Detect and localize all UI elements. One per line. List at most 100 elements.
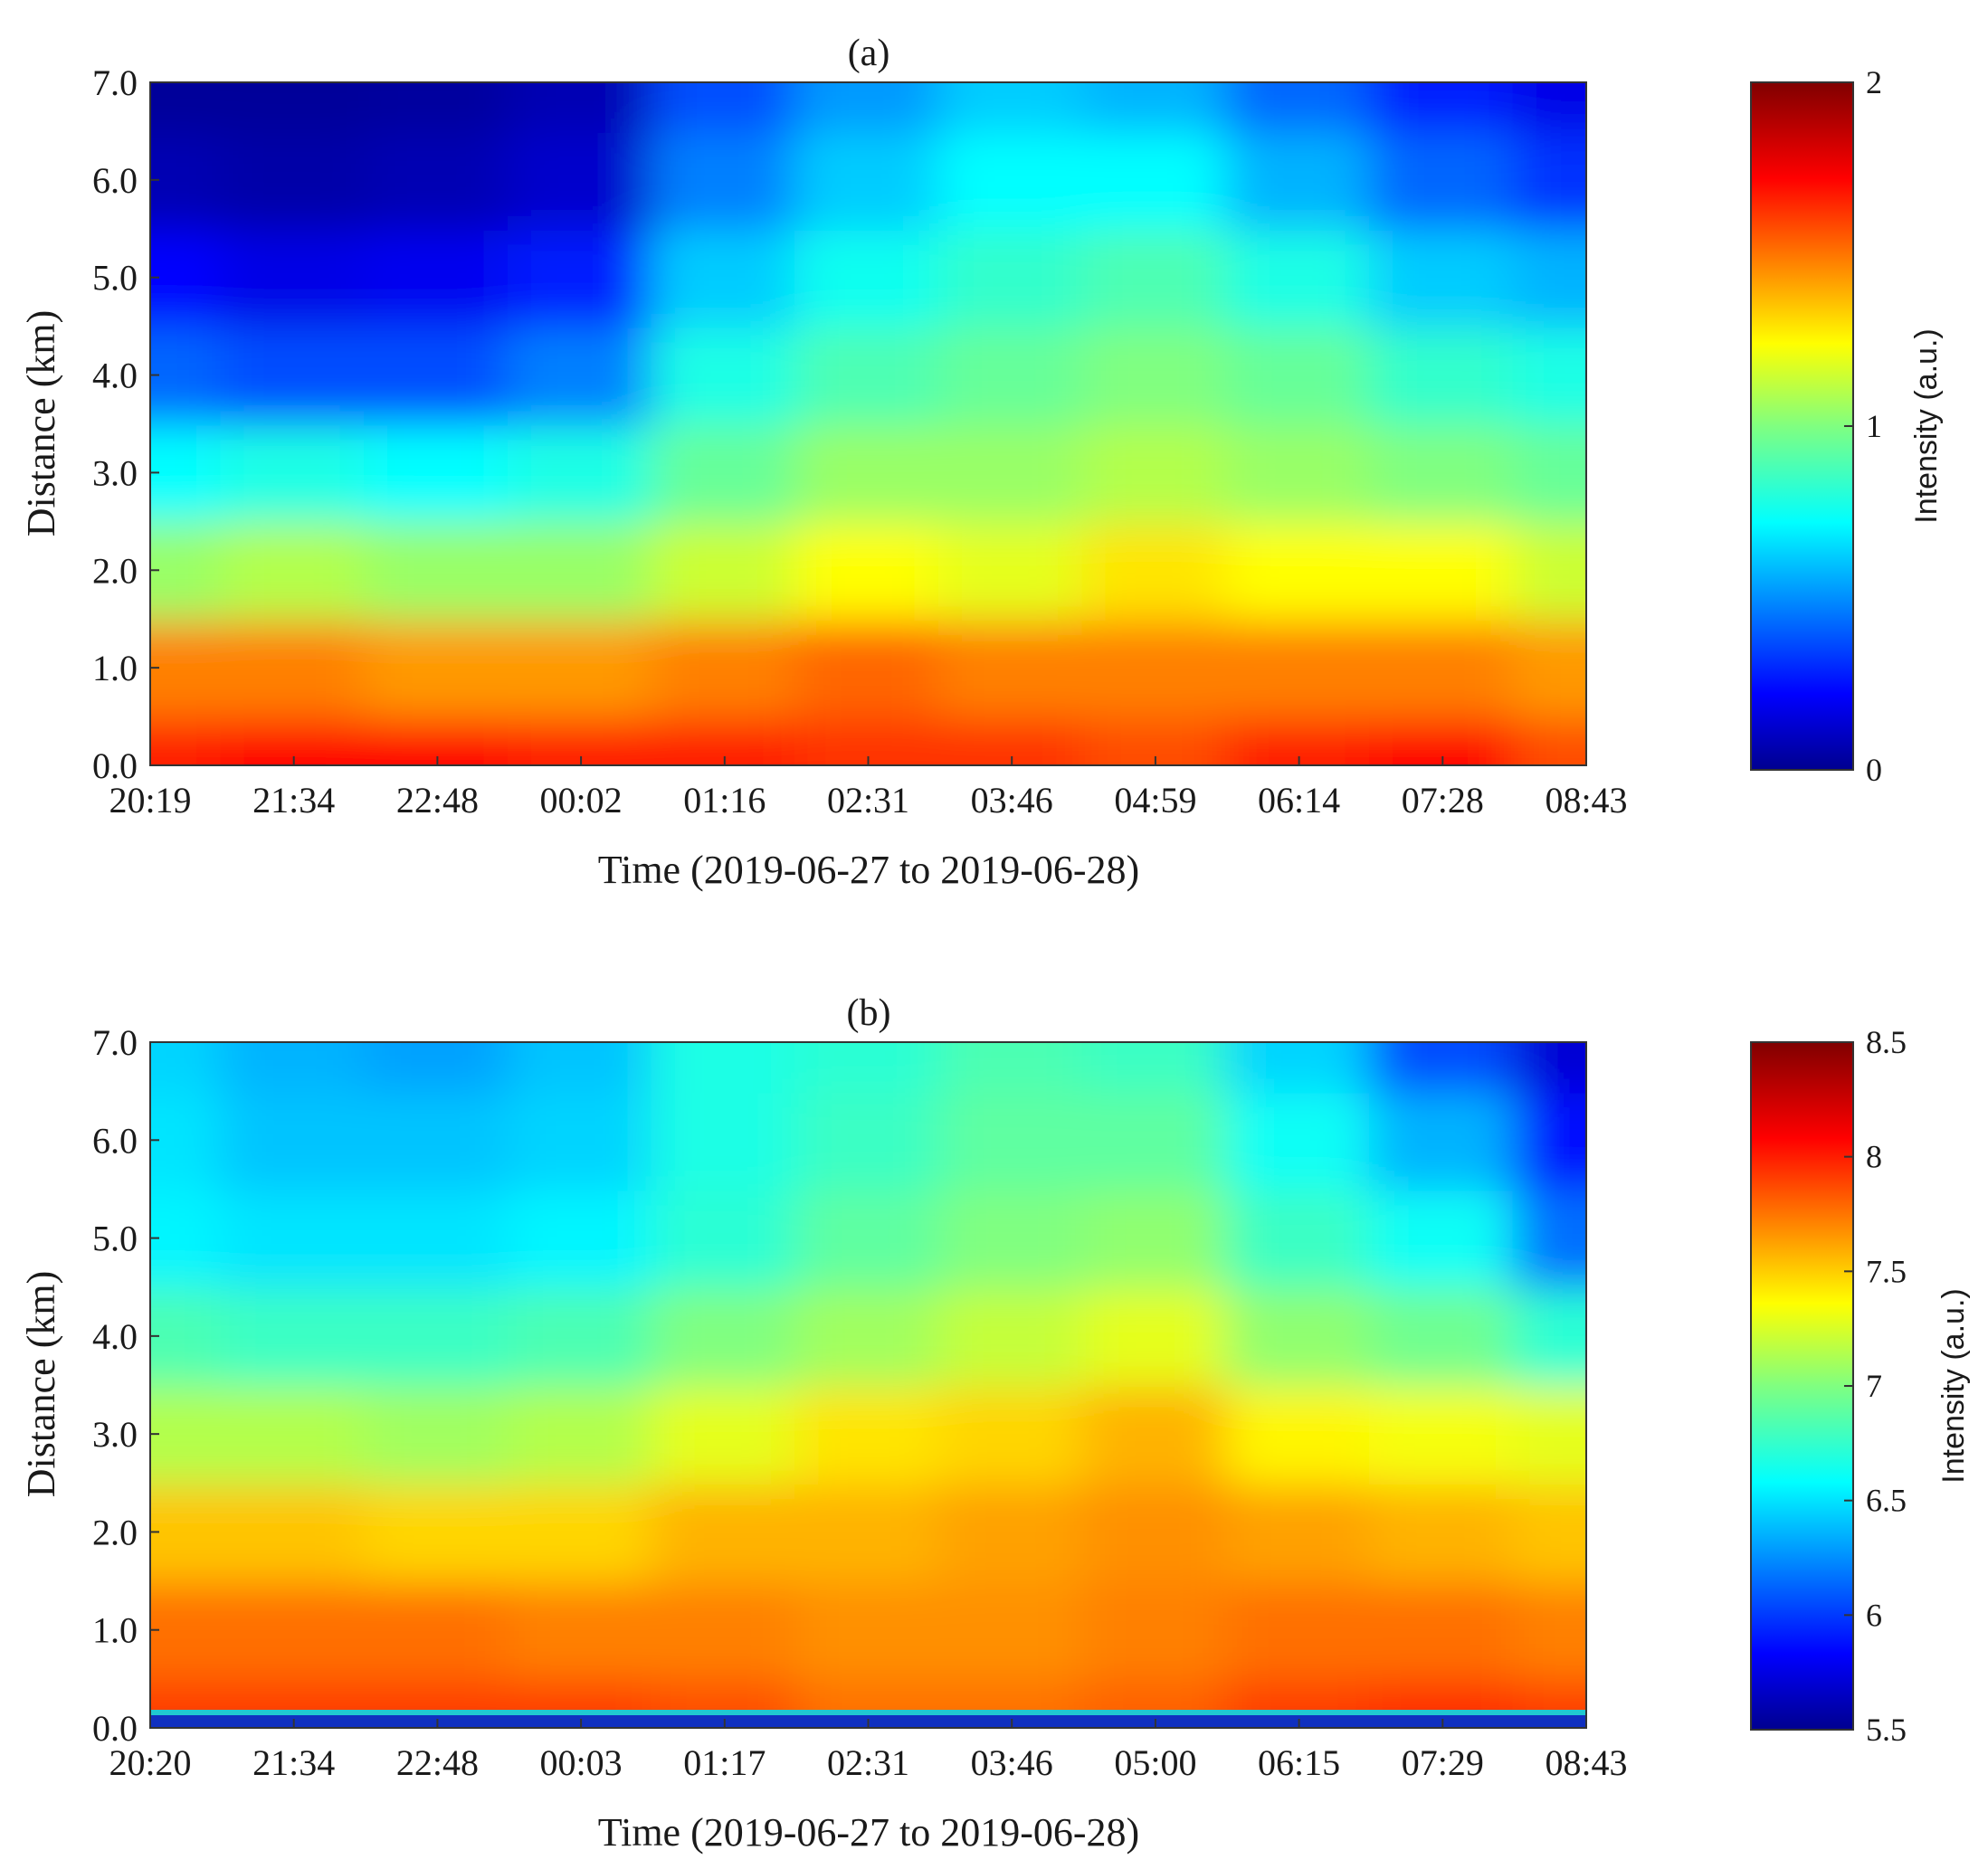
- heatmap-cell: [1081, 128, 1230, 231]
- heatmap-cell: [1225, 82, 1373, 133]
- x-tick-label: 07:28: [1402, 780, 1484, 821]
- heatmap-cell: [651, 1383, 799, 1485]
- x-tick-label: 22:48: [396, 1742, 479, 1783]
- heatmap-cell: [1512, 617, 1586, 719]
- x-tick-label: 02:31: [827, 1742, 909, 1783]
- x-tick-label: 22:48: [396, 780, 479, 821]
- heatmap-cell: [1512, 1383, 1586, 1485]
- panel-b-ylabel: Distance (km): [19, 1271, 63, 1497]
- heatmap-cell: [364, 1089, 511, 1191]
- heatmap-cell: [364, 617, 511, 719]
- heatmap-cell: [1081, 1187, 1230, 1289]
- heatmap-cell: [1368, 1042, 1517, 1094]
- heatmap-cell: [220, 617, 368, 719]
- heatmap-cell: [150, 324, 224, 426]
- heatmap-cell: [1512, 324, 1586, 426]
- y-tick-label: 7.0: [92, 1022, 138, 1063]
- x-tick-label: 00:02: [540, 780, 623, 821]
- heatmap-cell: [1081, 324, 1230, 426]
- heatmap-cell: [937, 1481, 1086, 1583]
- heatmap-cell: [1225, 519, 1373, 621]
- heatmap-cell: [150, 128, 224, 231]
- colorbar-tick-label: 7: [1866, 1368, 1882, 1404]
- heatmap-cell: [794, 1383, 942, 1485]
- heatmap-cell: [150, 422, 224, 524]
- heatmap-cell: [150, 1285, 224, 1387]
- heatmap-cell: [651, 1285, 799, 1387]
- heatmap-cell: [937, 1089, 1086, 1191]
- heatmap-cell: [150, 226, 224, 328]
- heatmap-cell: [1081, 1089, 1230, 1191]
- heatmap-cell: [1225, 422, 1373, 524]
- heatmap-cell: [937, 422, 1086, 524]
- heatmap-cell: [1225, 1481, 1373, 1583]
- x-tick-label: 02:31: [827, 780, 909, 821]
- heatmap-cell: [937, 324, 1086, 426]
- heatmap-cell: [1368, 128, 1517, 231]
- heatmap-cell: [507, 1089, 655, 1191]
- heatmap-cell: [507, 422, 655, 524]
- heatmap-cell: [1368, 1187, 1517, 1289]
- heatmap-cell: [220, 1579, 368, 1681]
- heatmap-cell: [1225, 226, 1373, 328]
- heatmap-cell: [1368, 1383, 1517, 1485]
- heatmap-cell: [1081, 1579, 1230, 1681]
- heatmap-cell: [794, 617, 942, 719]
- heatmap-cell: [651, 128, 799, 231]
- heatmap-cell: [651, 82, 799, 133]
- heatmap-cell: [150, 82, 224, 133]
- heatmap-cell: [364, 324, 511, 426]
- y-tick-label: 0.0: [92, 1708, 138, 1749]
- heatmap-cell: [150, 1042, 224, 1094]
- heatmap-cell: [1368, 617, 1517, 719]
- y-tick-label: 2.0: [92, 1512, 138, 1552]
- panel-b-y-axis: 0.0 1.0 2.0 3.0 4.0 5.0 6.0 7.0: [92, 1022, 159, 1749]
- heatmap-cell: [220, 1285, 368, 1387]
- colorbar-tick-label: 6.5: [1866, 1483, 1907, 1519]
- x-tick-label: 06:14: [1258, 780, 1340, 821]
- y-tick-label: 2.0: [92, 550, 138, 591]
- heatmap-cell: [220, 1089, 368, 1191]
- colorbar-tick-label: 8: [1866, 1139, 1882, 1175]
- heatmap-cell: [794, 1579, 942, 1681]
- heatmap-cell: [1512, 1285, 1586, 1387]
- heatmap-cell: [220, 82, 368, 133]
- x-tick-label: 08:43: [1545, 780, 1627, 821]
- heatmap-cell: [1512, 1042, 1586, 1094]
- heatmap-cell: [1081, 1042, 1230, 1094]
- y-tick-label: 4.0: [92, 1316, 138, 1357]
- heatmap-cell: [794, 1089, 942, 1191]
- heatmap-cell: [1512, 128, 1586, 231]
- heatmap-cell: [1368, 1579, 1517, 1681]
- heatmap-cell: [150, 1089, 224, 1191]
- y-tick-label: 0.0: [92, 745, 138, 786]
- x-tick-label: 01:17: [683, 1742, 766, 1783]
- y-tick-label: 3.0: [92, 452, 138, 493]
- heatmap-cell: [1512, 1187, 1586, 1289]
- panel-a-title: (a): [848, 33, 890, 74]
- heatmap-cell: [150, 519, 224, 621]
- heatmap-cell: [651, 1579, 799, 1681]
- heatmap-cell: [220, 1481, 368, 1583]
- heatmap-cell: [1368, 1285, 1517, 1387]
- heatmap-cell: [507, 1579, 655, 1681]
- heatmap-cell: [1225, 1579, 1373, 1681]
- heatmap-cell: [794, 422, 942, 524]
- heatmap-cell: [651, 1042, 799, 1094]
- heatmap-cell: [1368, 422, 1517, 524]
- heatmap-cell: [651, 1089, 799, 1191]
- heatmap-cell: [1512, 422, 1586, 524]
- heatmap-cell: [150, 1187, 224, 1289]
- heatmap-cell: [1081, 1481, 1230, 1583]
- heatmap-cell: [937, 617, 1086, 719]
- panel-b-title: (b): [847, 992, 891, 1034]
- heatmap-cell: [651, 519, 799, 621]
- x-tick-label: 20:20: [109, 1742, 191, 1783]
- y-tick-label: 3.0: [92, 1414, 138, 1455]
- panel-a: (a) 0.01.02.03.04.05.06.07.0 20:19 21:34 2…: [19, 33, 1944, 892]
- heatmap-cell: [1081, 82, 1230, 133]
- heatmap-cell: [507, 226, 655, 328]
- heatmap-cell: [507, 1042, 655, 1094]
- heatmap-cell: [1512, 1579, 1586, 1681]
- heatmap-cell: [364, 1383, 511, 1485]
